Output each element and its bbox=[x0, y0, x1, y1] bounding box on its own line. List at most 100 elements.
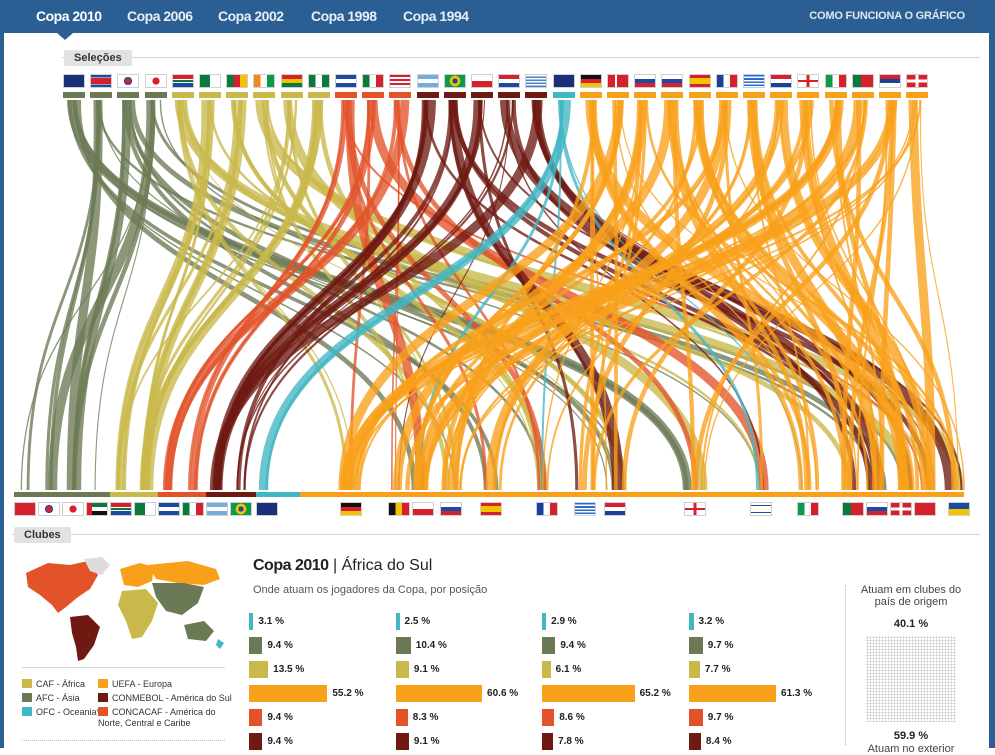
greece-team-flag-icon[interactable] bbox=[743, 74, 765, 88]
position-bar-ofc bbox=[396, 613, 400, 630]
mexico-club-flag-icon[interactable] bbox=[182, 502, 204, 516]
north-korea-team-flag-icon[interactable] bbox=[90, 74, 113, 88]
israel-club-flag-icon[interactable] bbox=[750, 502, 772, 516]
brazil-team-flag-icon[interactable] bbox=[443, 74, 466, 88]
legend-caf-swatch bbox=[22, 679, 32, 688]
paraguay-team-flag-icon[interactable] bbox=[498, 74, 521, 88]
position-bar-label: 13.5 % bbox=[273, 664, 305, 675]
legend-bottom-rule bbox=[22, 740, 225, 742]
argentina-team-flag-icon[interactable] bbox=[416, 74, 439, 88]
greece-club-flag-icon[interactable] bbox=[574, 502, 596, 516]
france-club-flag-icon[interactable] bbox=[536, 502, 558, 516]
nigeria-team-flag-icon[interactable] bbox=[307, 74, 330, 88]
ivory-coast-team-flag-icon[interactable] bbox=[253, 74, 276, 88]
map-south-america bbox=[70, 615, 100, 661]
player-flow-line bbox=[391, 99, 400, 491]
player-flow-line bbox=[536, 99, 885, 491]
australia-team-flag-icon[interactable] bbox=[63, 74, 85, 88]
player-flow-line bbox=[581, 99, 732, 491]
position-bar-afc bbox=[689, 637, 703, 654]
world-map bbox=[26, 557, 224, 661]
cameroon-team-flag-icon[interactable] bbox=[226, 74, 249, 88]
team-confederation-bar bbox=[552, 92, 575, 98]
south-korea-club-flag-icon[interactable] bbox=[38, 502, 60, 516]
uruguay-team-flag-icon[interactable] bbox=[525, 74, 548, 88]
legend-concacaf-swatch bbox=[98, 707, 108, 716]
tab-copa-1998[interactable]: Copa 1998 bbox=[311, 8, 377, 24]
slovakia-team-flag-icon[interactable] bbox=[634, 74, 657, 88]
team-confederation-bar bbox=[171, 92, 194, 98]
honduras-club-flag-icon[interactable] bbox=[158, 502, 180, 516]
map-asia bbox=[152, 583, 204, 615]
position-bar-ofc bbox=[542, 613, 547, 630]
player-flow-line bbox=[919, 99, 959, 491]
left-border bbox=[0, 33, 4, 748]
team-confederation-bar bbox=[471, 92, 493, 98]
denmark-team-flag-icon[interactable] bbox=[607, 74, 629, 88]
player-flow-line bbox=[398, 99, 511, 491]
position-bar-concacaf bbox=[689, 709, 703, 726]
home-clubs-label: Atuam em clubes do país de origem bbox=[860, 584, 962, 608]
position-bar-label: 7.8 % bbox=[558, 736, 584, 747]
map-oceania bbox=[184, 621, 214, 641]
chile-team-flag-icon[interactable] bbox=[471, 74, 493, 88]
honduras-team-flag-icon[interactable] bbox=[335, 74, 357, 88]
spain-club-flag-icon[interactable] bbox=[480, 502, 502, 516]
serbia-team-flag-icon[interactable] bbox=[879, 74, 901, 88]
new-zealand-team-flag-icon[interactable] bbox=[552, 74, 575, 88]
map-asia-north bbox=[148, 561, 220, 585]
algeria-team-flag-icon[interactable] bbox=[199, 74, 221, 88]
player-flow-line bbox=[592, 99, 868, 491]
japan-team-flag-icon[interactable] bbox=[144, 74, 167, 88]
tab-copa-1994[interactable]: Copa 1994 bbox=[403, 8, 469, 24]
team-confederation-bar bbox=[335, 92, 357, 98]
turkey-club-flag-icon[interactable] bbox=[914, 502, 936, 516]
china-club-flag-icon[interactable] bbox=[14, 502, 36, 516]
portugal-club-flag-icon[interactable] bbox=[842, 502, 864, 516]
team-confederation-bar bbox=[634, 92, 657, 98]
team-confederation-bar bbox=[280, 92, 303, 98]
japan-club-flag-icon[interactable] bbox=[62, 502, 84, 516]
switzerland-team-flag-icon[interactable] bbox=[906, 74, 929, 88]
germany-club-flag-icon[interactable] bbox=[340, 502, 362, 516]
spain-team-flag-icon[interactable] bbox=[688, 74, 711, 88]
position-bar-label: 8.6 % bbox=[559, 712, 585, 723]
tab-copa-2006[interactable]: Copa 2006 bbox=[127, 8, 193, 24]
mexico-team-flag-icon[interactable] bbox=[362, 74, 385, 88]
position-bar-label: 6.1 % bbox=[555, 664, 582, 675]
south-africa-team-flag-icon[interactable] bbox=[171, 74, 194, 88]
netherlands-club-flag-icon[interactable] bbox=[604, 502, 626, 516]
tab-copa-2002[interactable]: Copa 2002 bbox=[218, 8, 284, 24]
italy-club-flag-icon[interactable] bbox=[797, 502, 819, 516]
position-bar-conmebol bbox=[542, 733, 554, 750]
algeria-club-flag-icon[interactable] bbox=[134, 502, 156, 516]
england-club-flag-icon[interactable] bbox=[684, 502, 706, 516]
brazil-club-flag-icon[interactable] bbox=[230, 502, 252, 516]
belgium-club-flag-icon[interactable] bbox=[388, 502, 410, 516]
czech-club-flag-icon[interactable] bbox=[412, 502, 434, 516]
italy-team-flag-icon[interactable] bbox=[824, 74, 847, 88]
slovenia-club-flag-icon[interactable] bbox=[440, 502, 462, 516]
how-it-works-link[interactable]: COMO FUNCIONA O GRÁFICO bbox=[809, 10, 965, 22]
australia-club-flag-icon[interactable] bbox=[256, 502, 278, 516]
team-confederation-bar bbox=[770, 92, 793, 98]
south-africa-club-flag-icon[interactable] bbox=[110, 502, 132, 516]
england-team-flag-icon[interactable] bbox=[797, 74, 820, 88]
tab-copa-2010[interactable]: Copa 2010 bbox=[36, 8, 102, 24]
argentina-club-flag-icon[interactable] bbox=[206, 502, 228, 516]
uae-club-flag-icon[interactable] bbox=[86, 502, 108, 516]
south-korea-team-flag-icon[interactable] bbox=[117, 74, 140, 88]
switzerland-club-flag-icon[interactable] bbox=[890, 502, 912, 516]
portugal-team-flag-icon[interactable] bbox=[851, 74, 874, 88]
ghana-team-flag-icon[interactable] bbox=[280, 74, 303, 88]
slovenia-team-flag-icon[interactable] bbox=[661, 74, 684, 88]
france-team-flag-icon[interactable] bbox=[715, 74, 738, 88]
russia-club-flag-icon[interactable] bbox=[866, 502, 888, 516]
usa-team-flag-icon[interactable] bbox=[389, 74, 412, 88]
ukraine-club-flag-icon[interactable] bbox=[948, 502, 970, 516]
germany-team-flag-icon[interactable] bbox=[579, 74, 602, 88]
team-confederation-bar bbox=[715, 92, 738, 98]
player-flow-line bbox=[397, 99, 541, 491]
netherlands-team-flag-icon[interactable] bbox=[770, 74, 793, 88]
